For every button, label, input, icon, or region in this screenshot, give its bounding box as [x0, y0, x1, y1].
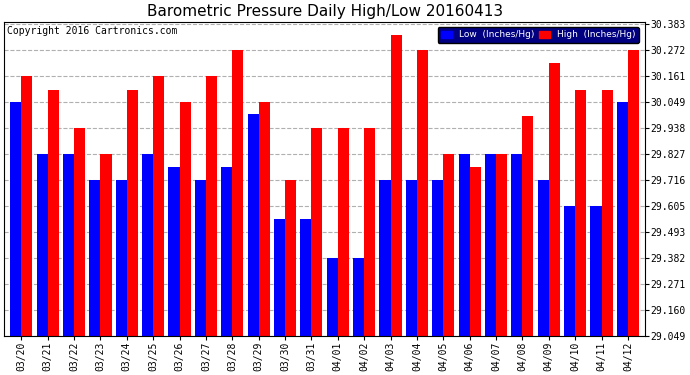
Bar [300, 219, 311, 336]
Bar [380, 180, 391, 336]
Bar [259, 102, 270, 336]
Bar [326, 258, 338, 336]
Bar [116, 180, 127, 336]
Bar [37, 154, 48, 336]
Bar [470, 167, 481, 336]
Bar [153, 76, 164, 336]
Bar [364, 128, 375, 336]
Bar [549, 63, 560, 336]
Bar [591, 206, 602, 336]
Bar [285, 180, 296, 336]
Bar [248, 114, 259, 336]
Bar [575, 90, 586, 336]
Bar [511, 154, 522, 336]
Bar [127, 90, 138, 336]
Bar [443, 154, 454, 336]
Bar [74, 128, 85, 336]
Bar [628, 50, 639, 336]
Bar [338, 128, 349, 336]
Bar [89, 180, 101, 336]
Bar [21, 76, 32, 336]
Bar [101, 154, 112, 336]
Bar [406, 180, 417, 336]
Bar [496, 154, 507, 336]
Bar [168, 167, 179, 336]
Text: Copyright 2016 Cartronics.com: Copyright 2016 Cartronics.com [8, 26, 178, 36]
Bar [485, 154, 496, 336]
Bar [206, 76, 217, 336]
Bar [48, 90, 59, 336]
Bar [10, 102, 21, 336]
Bar [311, 128, 322, 336]
Bar [459, 154, 470, 336]
Bar [142, 154, 153, 336]
Bar [564, 206, 575, 336]
Bar [233, 50, 244, 336]
Bar [522, 116, 533, 336]
Title: Barometric Pressure Daily High/Low 20160413: Barometric Pressure Daily High/Low 20160… [146, 4, 502, 19]
Bar [195, 180, 206, 336]
Bar [538, 180, 549, 336]
Bar [353, 258, 364, 336]
Bar [221, 167, 233, 336]
Bar [274, 219, 285, 336]
Bar [391, 35, 402, 336]
Bar [432, 180, 443, 336]
Bar [179, 102, 190, 336]
Bar [617, 102, 628, 336]
Bar [417, 50, 428, 336]
Bar [602, 90, 613, 336]
Legend: Low  (Inches/Hg), High  (Inches/Hg): Low (Inches/Hg), High (Inches/Hg) [437, 27, 639, 43]
Bar [63, 154, 74, 336]
